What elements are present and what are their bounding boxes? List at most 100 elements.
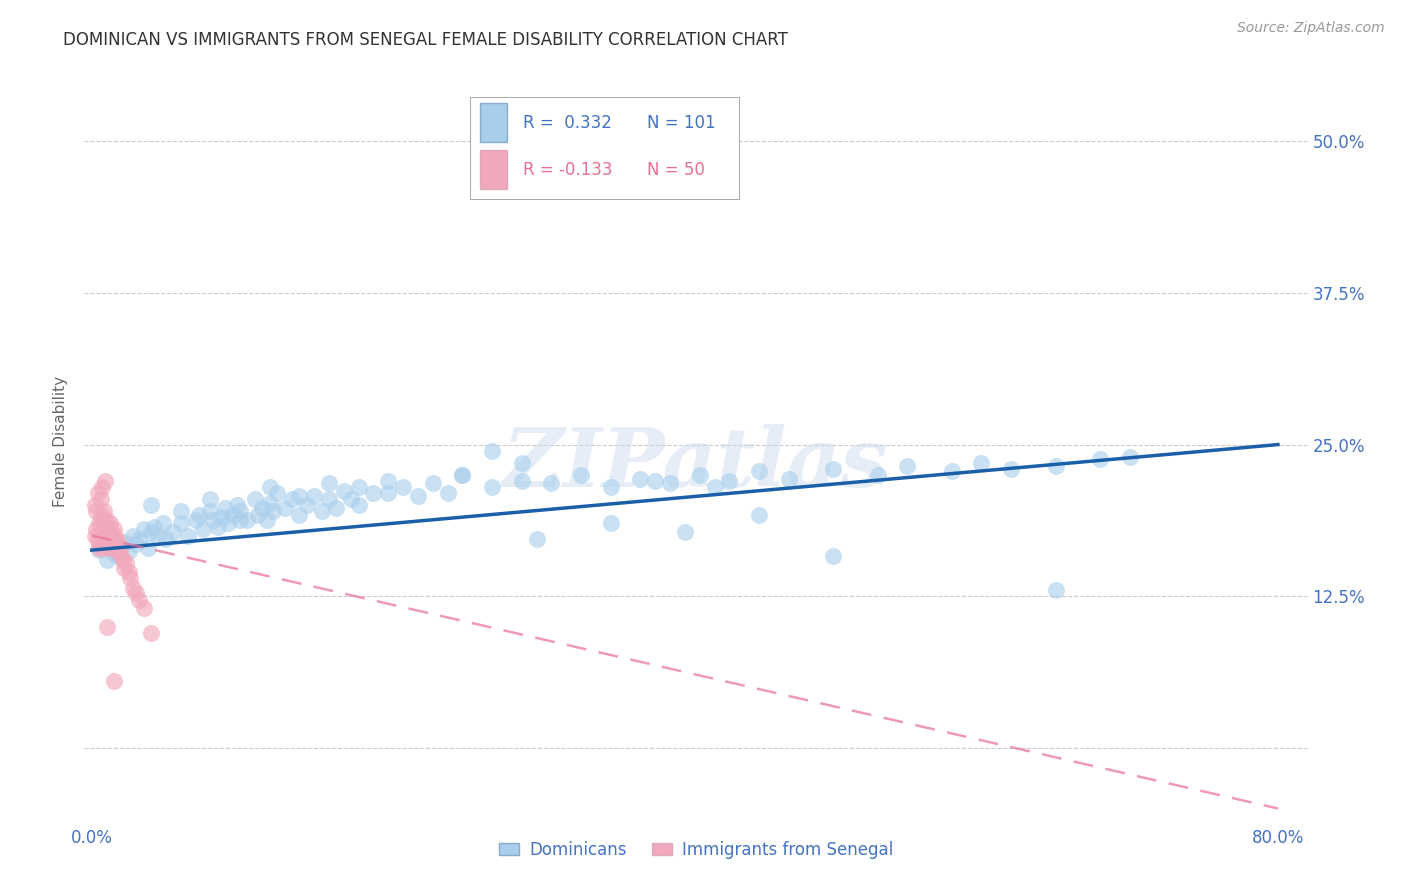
Point: [132, 523, 155, 537]
Point: [104, 528, 127, 542]
Point: [111, 553, 134, 567]
Point: [96, 513, 118, 527]
Point: [333, 483, 356, 498]
Point: [118, 544, 141, 558]
Point: [252, 500, 274, 515]
Point: [340, 492, 363, 507]
Point: [363, 486, 385, 500]
Point: [673, 524, 696, 539]
Point: [89, 543, 111, 558]
Point: [325, 500, 347, 515]
Point: [96, 528, 118, 542]
Point: [191, 523, 214, 537]
Point: [93, 537, 115, 551]
Point: [243, 492, 266, 507]
Point: [288, 508, 311, 522]
Point: [110, 541, 132, 555]
Point: [689, 467, 711, 482]
Point: [377, 486, 399, 500]
Text: DOMINICAN VS IMMIGRANTS FROM SENEGAL FEMALE DISABILITY CORRELATION CHART: DOMINICAN VS IMMIGRANTS FROM SENEGAL FEM…: [63, 31, 789, 49]
Point: [120, 571, 142, 585]
Point: [229, 513, 252, 527]
Point: [83, 528, 105, 542]
Point: [91, 513, 114, 527]
Point: [122, 581, 145, 595]
Point: [110, 549, 132, 564]
Point: [93, 504, 115, 518]
Point: [311, 504, 333, 518]
Point: [89, 516, 111, 531]
Point: [377, 474, 399, 488]
Point: [318, 476, 340, 491]
Point: [273, 500, 295, 515]
Point: [100, 532, 122, 546]
Point: [481, 170, 503, 185]
Point: [139, 524, 162, 539]
Point: [115, 557, 138, 571]
Point: [103, 547, 125, 561]
Point: [89, 541, 111, 555]
Legend: Dominicans, Immigrants from Senegal: Dominicans, Immigrants from Senegal: [492, 834, 900, 865]
Y-axis label: Female Disability: Female Disability: [53, 376, 69, 508]
Point: [226, 498, 249, 512]
Point: [236, 513, 259, 527]
Point: [221, 508, 243, 522]
Point: [128, 532, 150, 546]
Point: [128, 592, 150, 607]
Point: [406, 489, 429, 503]
Point: [246, 508, 269, 522]
Point: [148, 528, 170, 542]
Point: [98, 516, 121, 531]
Point: [526, 532, 548, 546]
Point: [122, 528, 145, 542]
Point: [823, 462, 845, 476]
Point: [90, 524, 112, 539]
Point: [659, 476, 682, 491]
Point: [84, 523, 107, 537]
Point: [97, 541, 120, 555]
Point: [481, 443, 503, 458]
Point: [103, 674, 125, 689]
Point: [97, 524, 120, 539]
Point: [83, 498, 105, 512]
Point: [1088, 452, 1111, 467]
Point: [125, 537, 148, 551]
Point: [105, 544, 128, 558]
Point: [510, 474, 533, 488]
Point: [125, 585, 148, 599]
Point: [422, 476, 444, 491]
Point: [107, 534, 129, 549]
Point: [778, 471, 800, 485]
Point: [84, 504, 107, 518]
Text: ZIPatlas: ZIPatlas: [503, 425, 889, 504]
Point: [866, 467, 889, 482]
Point: [101, 541, 124, 555]
Point: [510, 456, 533, 470]
Point: [1045, 583, 1067, 598]
Point: [703, 480, 725, 494]
Point: [96, 619, 118, 633]
Point: [118, 565, 141, 579]
Point: [86, 532, 108, 546]
Point: [970, 456, 993, 470]
Point: [103, 532, 125, 546]
Point: [896, 459, 918, 474]
Point: [318, 492, 340, 507]
Point: [259, 480, 281, 494]
Point: [202, 513, 225, 527]
Point: [200, 504, 222, 518]
Point: [96, 553, 118, 567]
Point: [718, 474, 741, 488]
Point: [823, 549, 845, 564]
Point: [599, 516, 621, 531]
Point: [184, 513, 207, 527]
Point: [93, 528, 115, 542]
Point: [748, 508, 770, 522]
Point: [207, 520, 229, 534]
Point: [259, 496, 281, 510]
Point: [112, 534, 135, 549]
Point: [143, 520, 166, 534]
Point: [1045, 459, 1067, 474]
Point: [211, 510, 233, 524]
Point: [94, 474, 117, 488]
